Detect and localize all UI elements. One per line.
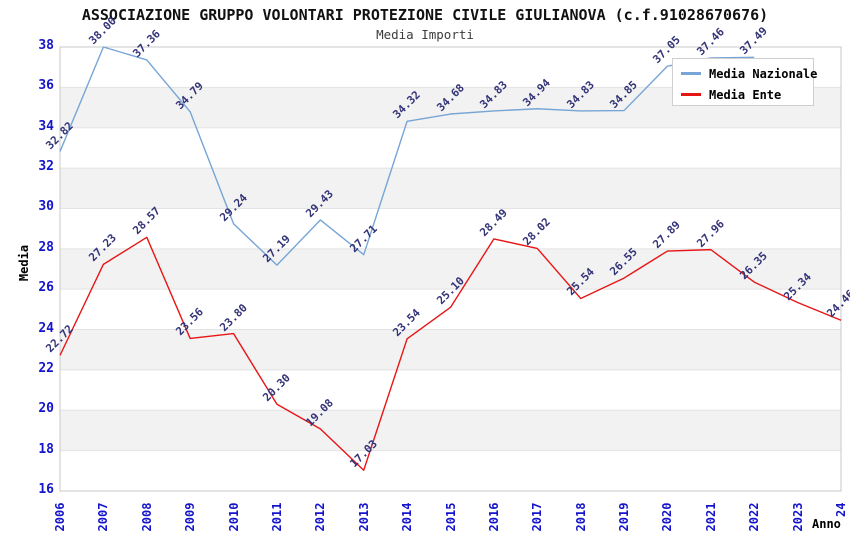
plot-band — [60, 410, 841, 451]
plot-band — [60, 369, 841, 411]
chart-subtitle: Media Importi — [376, 27, 474, 42]
legend-item-media-ente: Media Ente — [681, 84, 813, 105]
x-axis-title: Anno — [812, 517, 850, 531]
plot-band — [60, 289, 841, 330]
legend-line-sample-ente — [681, 93, 701, 96]
legend: Media Nazionale Media Ente — [672, 58, 817, 106]
legend-label-media-ente: Media Ente — [709, 87, 782, 102]
legend-label-media-nazionale: Media Nazionale — [709, 66, 818, 81]
plot-band — [60, 127, 841, 169]
plot-band — [60, 450, 841, 491]
plot-band — [60, 208, 841, 249]
plot-band — [60, 168, 841, 209]
plot-border — [59, 46, 842, 492]
legend-item-media-nazionale: Media Nazionale — [681, 63, 817, 84]
plot-band — [60, 329, 841, 370]
legend-line-sample-nazionale — [681, 72, 701, 75]
series-line-media-nazionale — [59, 46, 755, 266]
series-line-media-ente — [59, 236, 842, 471]
chart-title: ASSOCIAZIONE GRUPPO VOLONTARI PROTEZIONE… — [81, 6, 769, 24]
y-axis-title: Media — [17, 244, 31, 282]
plot-band — [60, 248, 841, 290]
